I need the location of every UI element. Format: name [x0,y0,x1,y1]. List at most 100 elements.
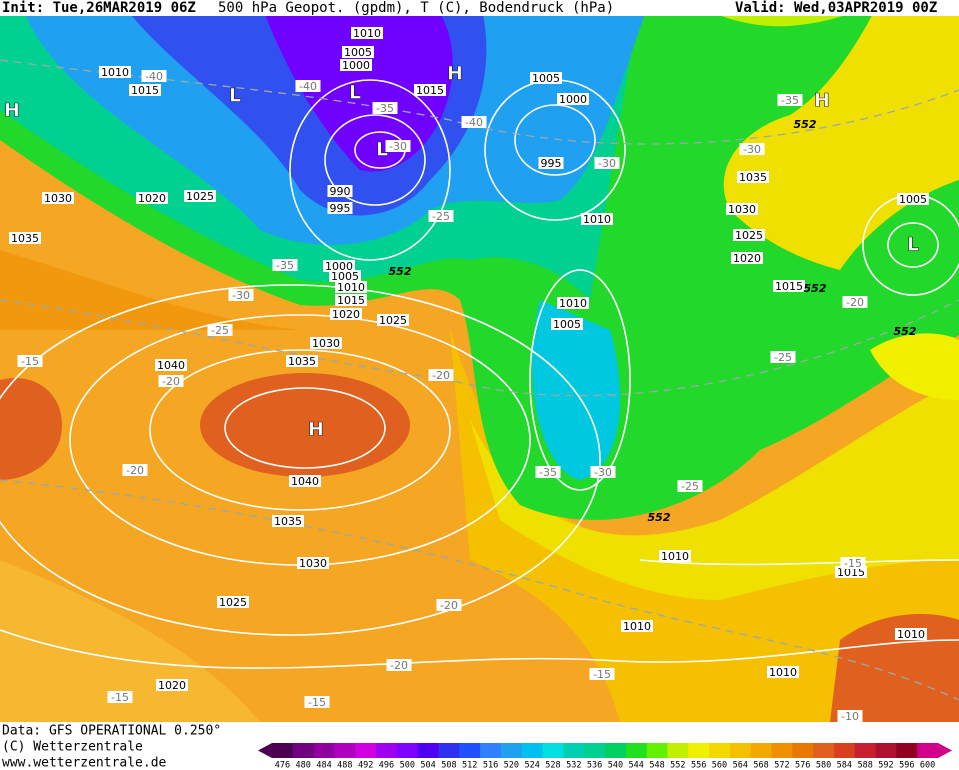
pressure-label-box [9,232,41,244]
pressure-label: 1010 [897,628,925,641]
pressure-label-box [184,190,216,202]
pressure-label-box [289,475,321,487]
temperature-label-box [141,70,167,82]
color-bar-label: 480 [296,761,311,770]
color-swatch [396,743,419,758]
pressure-label-box [129,84,161,96]
copyright: (C) Wetterzentrale [2,740,143,755]
color-swatch [376,743,398,758]
color-swatch [646,743,668,758]
pressure-label: 1015 [337,294,365,307]
pressure-label-box [327,202,353,214]
temperature-label-box [777,94,803,106]
temperature-label: -35 [376,102,394,115]
field [0,250,300,330]
color-swatch [438,743,460,758]
contour-label: 552 [648,511,671,524]
pressure-center: L [349,82,361,104]
isobar [529,269,631,491]
color-bar-label: 540 [608,761,623,770]
temperature-label: -30 [389,140,407,153]
pressure-label-box [342,46,374,58]
temperature-label-box [739,143,765,155]
pressure-label: 1005 [331,270,359,283]
color-swatch [459,743,481,758]
pressure-label: 1010 [337,281,365,294]
pressure-label-box [136,192,168,204]
temperature-label-box [428,210,454,222]
pressure-label-box [327,185,353,197]
isobar [149,349,451,511]
pressure-label-box [621,620,653,632]
temperature-label: -20 [126,464,144,477]
pressure-label-box [272,515,304,527]
pressure-label: 1005 [532,72,560,85]
temperature-label: -30 [743,143,761,156]
temperature-label: -40 [299,80,317,93]
temperature-label: -35 [276,259,294,272]
color-bar-label: 528 [545,761,560,770]
field [470,380,959,600]
pressure-label-box [155,359,187,371]
contour-label: 552 [389,265,412,278]
temperature-label-box [842,296,868,308]
pressure-label-box [323,260,355,272]
temperature-label: -35 [539,466,557,479]
pressure-label-box [42,192,74,204]
temperature-label: -35 [781,94,799,107]
pressure-label-box [351,27,383,39]
pressure-label: 1015 [416,84,444,97]
isobar [514,104,596,176]
pressure-label-box [726,203,758,215]
pressure-label-box [551,318,583,330]
color-bar-label: 580 [816,761,831,770]
color-swatch [272,743,294,758]
temperature-label: -25 [432,210,450,223]
color-bar-label: 488 [337,761,352,770]
color-bar-label: 588 [857,761,872,770]
temperature-label-box [122,464,148,476]
pressure-label: 990 [330,185,351,198]
color-swatch [854,743,877,758]
pressure-label: 1005 [899,193,927,206]
pressure-label-box [767,666,799,678]
color-swatch [605,743,627,758]
pressure-label-box [557,297,589,309]
pressure-label: 1030 [728,203,756,216]
color-bar-label: 500 [400,761,415,770]
pressure-label: 1025 [186,190,214,203]
valid-time: Valid: Wed,03APR2019 00Z [735,0,937,16]
color-bar-label: 592 [878,761,893,770]
color-swatch [500,743,523,758]
pressure-label: 1020 [158,679,186,692]
pressure-label: 1005 [553,318,581,331]
temperature-label: -10 [841,710,859,723]
pressure-label: 1030 [299,557,327,570]
color-swatch [313,743,335,758]
pressure-label: 995 [330,202,351,215]
temperature-label: -15 [844,557,862,570]
pressure-label-box [297,557,329,569]
pressure-label: 1035 [288,355,316,368]
isobar [887,222,939,268]
temperature-label-box [770,351,796,363]
pressure-center: L [376,139,388,161]
pressure-label: 1030 [312,337,340,350]
pressure-label: 1020 [733,252,761,265]
temperature-label-box [840,557,866,569]
color-swatch [334,743,356,758]
color-bar-label: 504 [420,761,435,770]
temperature-label-box [590,466,616,478]
color-bar-label: 600 [920,761,935,770]
pressure-label: 1000 [342,59,370,72]
pressure-center: H [814,90,830,112]
pressure-label: 1025 [219,596,247,609]
color-bar-label: 596 [899,761,914,770]
temperature-label: -30 [598,157,616,170]
temperature-label-box [158,375,184,387]
color-swatch [771,743,793,758]
website: www.wetterzentrale.de [2,756,167,770]
pressure-label-box [335,281,367,293]
isobar [0,284,601,636]
